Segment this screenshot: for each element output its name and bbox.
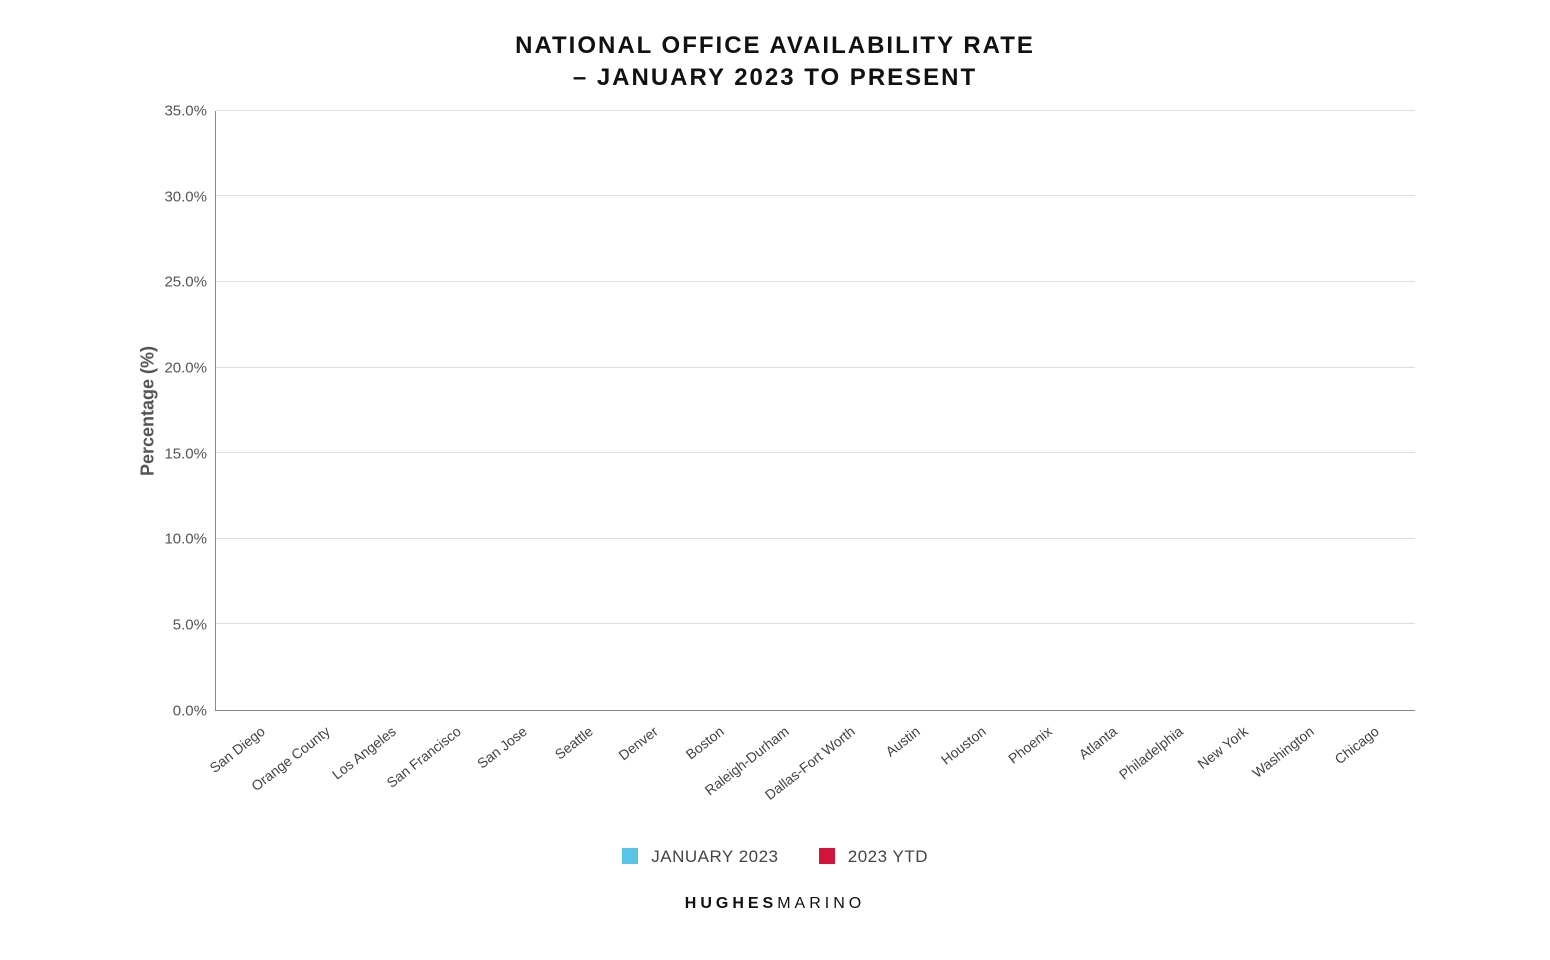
gridline	[216, 367, 1415, 368]
y-tick: 35.0%	[164, 102, 207, 119]
legend-swatch-jan-2023	[622, 848, 638, 864]
y-tick: 30.0%	[164, 188, 207, 205]
gridline	[216, 538, 1415, 539]
x-axis-labels-inner: San DiegoOrange CountyLos AngelesSan Fra…	[215, 717, 1415, 837]
brand-light: MARINO	[777, 895, 865, 912]
gridline	[216, 110, 1415, 111]
x-tick-label: Orange County	[291, 717, 357, 837]
legend-swatch-2023-ytd	[819, 848, 835, 864]
x-tick-label: Philadelphia	[1143, 717, 1209, 837]
gridline	[216, 623, 1415, 624]
title-line-1: NATIONAL OFFICE AVAILABILITY RATE	[515, 32, 1035, 59]
chart-container: NATIONAL OFFICE AVAILABILITY RATE – JANU…	[0, 0, 1550, 960]
x-tick-label: Dallas-Fort Worth	[815, 717, 881, 837]
x-tick-label: Washington	[1274, 717, 1340, 837]
plot-area	[215, 111, 1415, 711]
gridline	[216, 281, 1415, 282]
x-tick-label: Phoenix	[1012, 717, 1078, 837]
gridline	[216, 195, 1415, 196]
x-tick-label: San Francisco	[422, 717, 488, 837]
y-tick: 15.0%	[164, 445, 207, 462]
x-tick-label: Seattle	[553, 717, 619, 837]
x-tick-label: Chicago	[1340, 717, 1406, 837]
brand-bold: HUGHES	[685, 895, 777, 912]
chart-plot-zone: Percentage (%) 0.0%5.0%10.0%15.0%20.0%25…	[135, 111, 1415, 711]
y-axis: 0.0%5.0%10.0%15.0%20.0%25.0%30.0%35.0%	[135, 111, 215, 711]
bars-layer	[216, 111, 1415, 710]
x-tick-label: Houston	[946, 717, 1012, 837]
x-tick-label: New York	[1208, 717, 1274, 837]
chart-title: NATIONAL OFFICE AVAILABILITY RATE – JANU…	[515, 30, 1035, 95]
x-tick-label: San Jose	[487, 717, 553, 837]
x-axis-labels: San DiegoOrange CountyLos AngelesSan Fra…	[135, 711, 1415, 837]
y-tick: 20.0%	[164, 359, 207, 376]
gridline	[216, 452, 1415, 453]
y-tick: 10.0%	[164, 531, 207, 548]
legend: JANUARY 2023 2023 YTD	[622, 847, 928, 867]
y-tick: 25.0%	[164, 274, 207, 291]
title-line-2: – JANUARY 2023 TO PRESENT	[573, 64, 977, 91]
legend-item-2023-ytd: 2023 YTD	[819, 847, 928, 867]
brand-logo: HUGHESMARINO	[685, 895, 865, 913]
x-tick-label: Austin	[881, 717, 947, 837]
legend-label-jan-2023: JANUARY 2023	[651, 847, 778, 866]
x-tick-label: Denver	[618, 717, 684, 837]
legend-label-2023-ytd: 2023 YTD	[848, 847, 928, 866]
legend-item-jan-2023: JANUARY 2023	[622, 847, 779, 867]
y-tick: 5.0%	[173, 617, 207, 634]
y-tick: 0.0%	[173, 702, 207, 719]
